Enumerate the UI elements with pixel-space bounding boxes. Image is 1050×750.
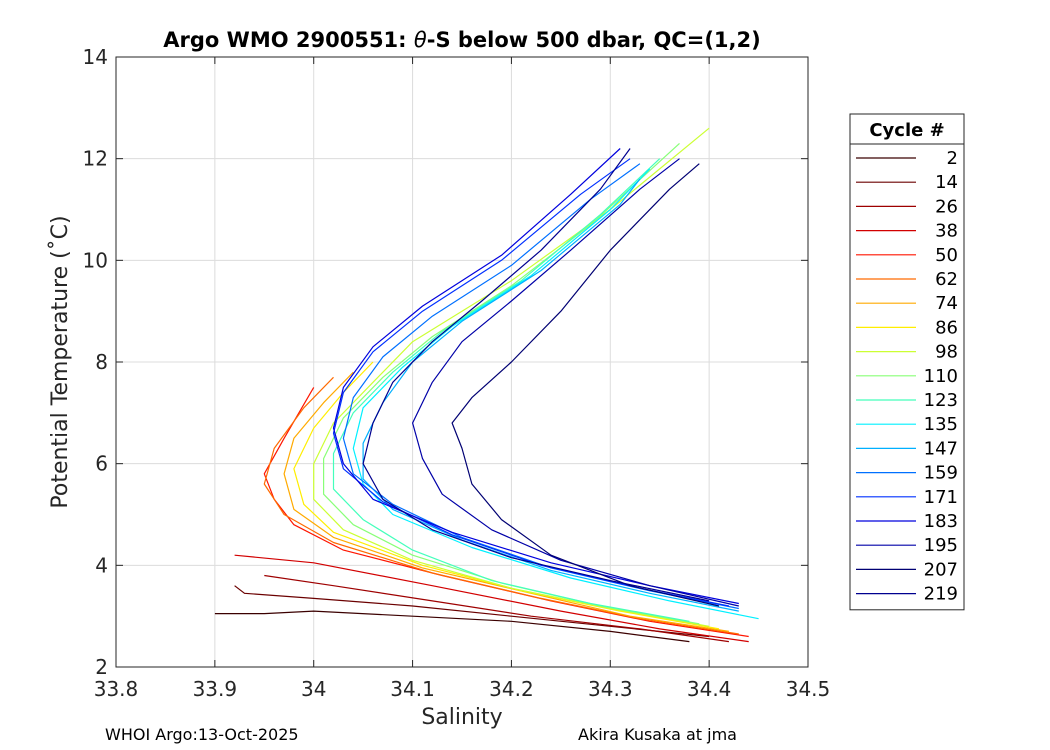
series-line-cycle-195 (412, 158, 739, 607)
x-tick-label: 34 (301, 677, 326, 701)
legend-label-14: 14 (935, 172, 958, 193)
series-line-cycle-159 (342, 163, 739, 610)
y-tick-label: 10 (83, 248, 108, 272)
footer-source: WHOI Argo:13-Oct-2025 (105, 725, 299, 744)
legend-label-195: 195 (924, 535, 958, 556)
chart-title-prefix: Argo WMO 2900551: (163, 28, 414, 52)
legend-title: Cycle # (869, 120, 944, 141)
series-line-cycle-26 (264, 574, 729, 643)
chart-title: Argo WMO 2900551: θ-S below 500 dbar, QC… (163, 28, 760, 52)
legend-box (849, 113, 965, 611)
y-tick-label: 12 (83, 147, 108, 171)
series-line-cycle-74 (283, 371, 729, 632)
series-line-cycle-147 (362, 178, 739, 612)
series-line-cycle-62 (263, 376, 739, 635)
axis-ticks: 33.8 33.9 34 34.1 34.2 34.3 34.4 34.5 2 4 6 8 10 12 14 (83, 45, 831, 701)
legend-label-183: 183 (924, 511, 958, 532)
legend-label-219: 219 (924, 584, 958, 605)
y-axis-title: Potential Temperature (˚C) (48, 215, 73, 508)
footer-author: Akira Kusaka at jma (578, 725, 737, 744)
y-tick-label: 2 (95, 655, 108, 679)
legend-label-62: 62 (935, 269, 958, 290)
legend-label-110: 110 (924, 366, 958, 387)
x-tick-label: 34.3 (588, 677, 633, 701)
series-line-cycle-98 (313, 127, 710, 627)
legend-label-26: 26 (935, 196, 958, 217)
y-tick-label: 4 (95, 553, 108, 577)
legend-label-38: 38 (935, 221, 958, 242)
chart-title-suffix: -S below 500 dbar, QC=(1,2) (427, 28, 761, 52)
legend-label-135: 135 (924, 414, 958, 435)
legend-label-2: 2 (947, 148, 958, 169)
x-tick-label: 34.5 (786, 677, 831, 701)
series-line-cycle-207 (451, 163, 720, 607)
legend-label-123: 123 (924, 390, 958, 411)
series-line-cycle-14 (234, 585, 710, 638)
legend-label-86: 86 (935, 317, 958, 338)
series-line-cycle-183 (332, 148, 739, 605)
series-line-cycle-171 (332, 158, 730, 607)
series-line-cycle-135 (352, 168, 759, 620)
legend-label-159: 159 (924, 463, 958, 484)
y-tick-label: 14 (83, 45, 108, 69)
series-line-cycle-38 (234, 554, 749, 643)
x-tick-label: 33.8 (94, 677, 139, 701)
plot-series (214, 127, 759, 643)
legend-label-98: 98 (935, 342, 958, 363)
legend-label-171: 171 (924, 487, 958, 508)
legend-label-74: 74 (935, 293, 958, 314)
legend-label-147: 147 (924, 438, 958, 459)
legend: Cycle #2 14 26 38 50 62 74 86 98 110 123 135 147 159 1… (849, 113, 965, 611)
x-tick-label: 34.2 (489, 677, 534, 701)
series-line-cycle-219 (362, 148, 710, 602)
y-tick-label: 8 (95, 350, 108, 374)
y-tick-label: 6 (95, 452, 108, 476)
series-line-cycle-2 (214, 610, 690, 643)
legend-label-50: 50 (935, 245, 958, 266)
x-tick-label: 34.1 (390, 677, 435, 701)
chart-title-theta: θ (414, 28, 427, 52)
x-axis-title: Salinity (421, 705, 502, 730)
legend-label-207: 207 (924, 559, 958, 580)
x-tick-label: 33.9 (193, 677, 238, 701)
series-line-cycle-123 (332, 158, 690, 622)
x-tick-label: 34.4 (687, 677, 732, 701)
